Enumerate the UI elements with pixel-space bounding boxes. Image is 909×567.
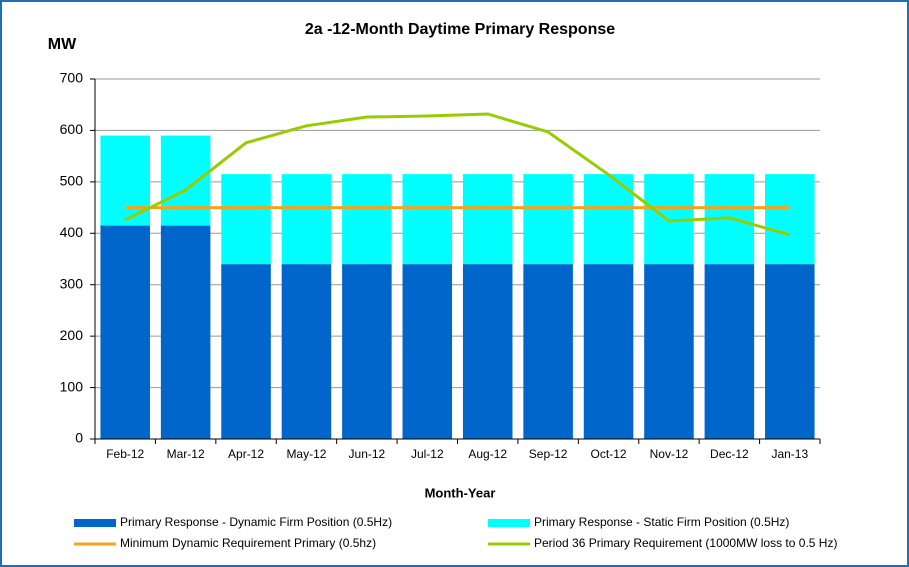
bar <box>160 135 211 226</box>
x-tick-label: Jun-12 <box>349 447 386 461</box>
x-axis-title: Month-Year <box>425 485 496 500</box>
bar <box>765 264 815 439</box>
y-axis-title: MW <box>48 36 77 53</box>
x-tick-label: Oct-12 <box>591 447 627 461</box>
y-tick-label: 600 <box>60 121 84 137</box>
bar <box>765 174 815 265</box>
y-tick-label: 400 <box>60 224 84 240</box>
x-tick-label: Apr-12 <box>228 447 264 461</box>
x-tick-label: Jul-12 <box>411 447 444 461</box>
bar <box>342 264 392 439</box>
bar <box>523 264 573 439</box>
bar <box>221 174 271 265</box>
bar <box>583 264 634 439</box>
legend-swatch <box>488 519 530 527</box>
x-tick-label: Sep-12 <box>529 447 568 461</box>
bar <box>402 174 453 265</box>
bar <box>462 174 513 265</box>
x-tick-label: Nov-12 <box>650 447 689 461</box>
bar <box>100 225 150 439</box>
y-tick-label: 300 <box>60 275 84 291</box>
x-tick-label: Feb-12 <box>106 447 144 461</box>
x-tick-label: May-12 <box>286 447 326 461</box>
x-tick-label: Jan-13 <box>771 447 808 461</box>
y-tick-label: 700 <box>60 70 84 86</box>
legend-label: Minimum Dynamic Requirement Primary (0.5… <box>120 536 376 550</box>
bar <box>704 264 755 439</box>
x-tick-label: Mar-12 <box>167 447 205 461</box>
legend-label: Period 36 Primary Requirement (1000MW lo… <box>534 536 837 550</box>
bar <box>221 264 271 439</box>
bar <box>281 264 332 439</box>
legend-label: Primary Response - Dynamic Firm Position… <box>120 515 392 529</box>
y-tick-label: 100 <box>60 378 84 394</box>
y-tick-label: 200 <box>60 327 84 343</box>
bar <box>462 264 513 439</box>
y-tick-label: 0 <box>75 430 83 446</box>
bar <box>644 264 694 439</box>
x-tick-label: Dec-12 <box>710 447 749 461</box>
chart-title: 2a -12-Month Daytime Primary Response <box>305 21 615 38</box>
y-tick-label: 500 <box>60 173 84 189</box>
bar <box>281 174 332 265</box>
bar <box>523 174 573 265</box>
bar <box>402 264 453 439</box>
bar <box>342 174 392 265</box>
legend-label: Primary Response - Static Firm Position … <box>534 515 789 529</box>
legend-swatch <box>74 519 116 527</box>
line-series <box>124 112 791 237</box>
bar <box>160 225 211 439</box>
x-tick-label: Aug-12 <box>468 447 507 461</box>
